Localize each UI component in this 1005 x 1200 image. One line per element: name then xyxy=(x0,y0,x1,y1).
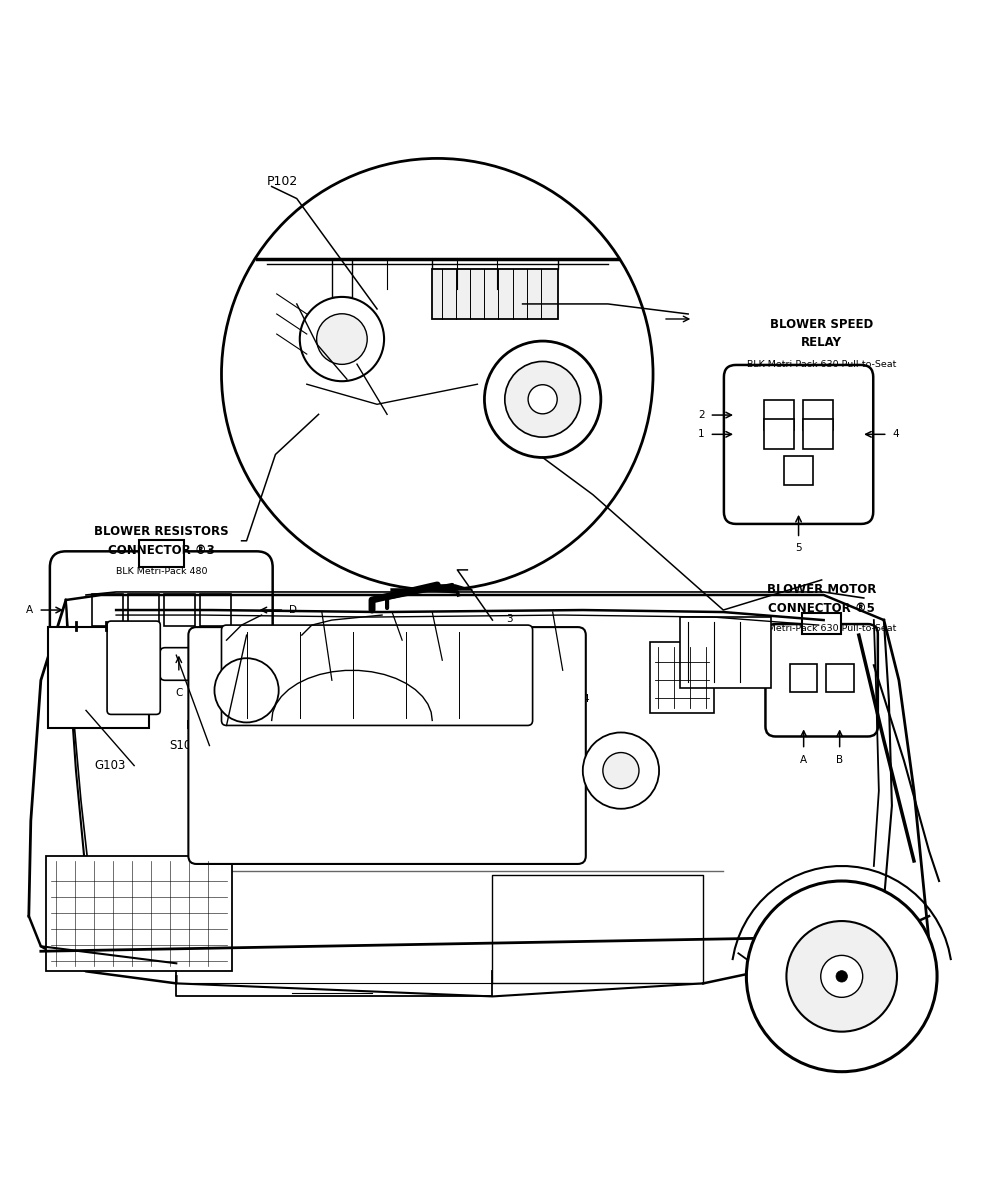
Circle shape xyxy=(583,732,659,809)
FancyBboxPatch shape xyxy=(802,613,841,634)
Text: 3: 3 xyxy=(506,613,513,624)
Text: C: C xyxy=(175,688,183,698)
Text: 1: 1 xyxy=(396,694,402,704)
FancyBboxPatch shape xyxy=(784,456,813,485)
Text: BLK Metri-Pack 630 Pull-to-Seat: BLK Metri-Pack 630 Pull-to-Seat xyxy=(747,624,896,632)
Circle shape xyxy=(836,971,847,982)
Polygon shape xyxy=(422,584,472,590)
FancyBboxPatch shape xyxy=(461,667,488,695)
FancyBboxPatch shape xyxy=(496,667,524,695)
FancyBboxPatch shape xyxy=(46,856,231,971)
FancyBboxPatch shape xyxy=(803,419,833,449)
FancyBboxPatch shape xyxy=(765,419,794,449)
FancyBboxPatch shape xyxy=(765,400,794,430)
Text: D: D xyxy=(289,605,297,616)
Text: BLK Metri-Pack 630 Pull-to-Seat: BLK Metri-Pack 630 Pull-to-Seat xyxy=(418,664,567,673)
FancyBboxPatch shape xyxy=(803,400,833,430)
FancyBboxPatch shape xyxy=(160,648,198,680)
FancyBboxPatch shape xyxy=(790,664,817,692)
Text: A: A xyxy=(26,605,33,616)
Circle shape xyxy=(821,955,862,997)
Text: 4: 4 xyxy=(892,430,899,439)
FancyBboxPatch shape xyxy=(125,648,163,680)
Circle shape xyxy=(317,313,367,365)
Circle shape xyxy=(603,752,639,788)
Text: RELAY: RELAY xyxy=(801,336,842,348)
Text: BLOWER RELAY: BLOWER RELAY xyxy=(442,642,543,655)
Circle shape xyxy=(484,341,601,457)
FancyBboxPatch shape xyxy=(188,628,586,864)
Text: BLOWER RESISTORS: BLOWER RESISTORS xyxy=(93,526,228,539)
Text: 2: 2 xyxy=(396,677,402,686)
FancyBboxPatch shape xyxy=(680,617,772,689)
Text: B: B xyxy=(140,688,148,698)
Text: P101: P101 xyxy=(186,719,216,732)
Text: BLOWER MOTOR: BLOWER MOTOR xyxy=(767,583,876,596)
Text: S108: S108 xyxy=(169,739,199,752)
Text: CONNECTOR ®5: CONNECTOR ®5 xyxy=(768,601,875,614)
Text: 5: 5 xyxy=(795,544,802,553)
Text: 4: 4 xyxy=(583,694,589,704)
Text: 5: 5 xyxy=(396,728,402,738)
FancyBboxPatch shape xyxy=(48,628,149,728)
Circle shape xyxy=(221,158,653,590)
Circle shape xyxy=(787,922,897,1032)
FancyBboxPatch shape xyxy=(421,631,565,784)
FancyBboxPatch shape xyxy=(432,269,558,319)
FancyBboxPatch shape xyxy=(221,625,533,726)
FancyBboxPatch shape xyxy=(461,685,488,713)
FancyBboxPatch shape xyxy=(826,664,853,692)
FancyBboxPatch shape xyxy=(128,594,159,625)
FancyBboxPatch shape xyxy=(200,594,231,625)
FancyBboxPatch shape xyxy=(50,551,272,668)
FancyBboxPatch shape xyxy=(91,594,123,625)
Text: 2: 2 xyxy=(697,410,705,420)
FancyBboxPatch shape xyxy=(724,365,873,524)
Circle shape xyxy=(505,361,581,437)
FancyBboxPatch shape xyxy=(139,540,184,568)
Circle shape xyxy=(214,659,278,722)
Circle shape xyxy=(299,296,384,382)
FancyBboxPatch shape xyxy=(650,642,715,714)
Text: BLK Metri-Pack 630 Pull-to-Seat: BLK Metri-Pack 630 Pull-to-Seat xyxy=(747,360,896,368)
Text: BLK Metri-Pack 480: BLK Metri-Pack 480 xyxy=(116,568,207,576)
FancyBboxPatch shape xyxy=(108,622,160,714)
FancyBboxPatch shape xyxy=(164,594,195,625)
Text: P102: P102 xyxy=(266,175,297,188)
Text: A: A xyxy=(800,755,807,764)
Circle shape xyxy=(528,385,557,414)
Text: B: B xyxy=(836,755,843,764)
Circle shape xyxy=(747,881,937,1072)
Text: HIGH SPEED: HIGH SPEED xyxy=(452,624,533,637)
FancyBboxPatch shape xyxy=(766,624,877,737)
Text: CONNECTOR ®3: CONNECTOR ®3 xyxy=(108,545,215,557)
FancyBboxPatch shape xyxy=(496,685,524,713)
Text: G103: G103 xyxy=(94,760,126,772)
Text: 1: 1 xyxy=(697,430,705,439)
FancyBboxPatch shape xyxy=(461,720,488,748)
Text: BLOWER SPEED: BLOWER SPEED xyxy=(770,318,873,330)
